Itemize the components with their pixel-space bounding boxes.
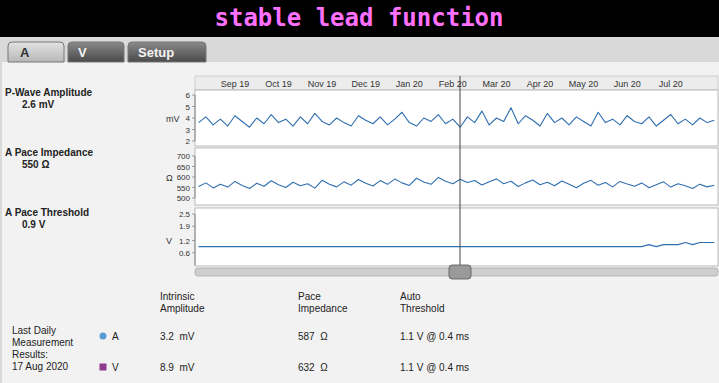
x-tick-label: Apr 20 (527, 79, 554, 89)
y-tick (192, 187, 195, 188)
data-group (199, 108, 715, 128)
table-cell: 8.9 mV (160, 362, 195, 373)
y-tick-label: 550 (177, 184, 191, 193)
chart-title: A Pace Impedance (5, 147, 93, 158)
y-axis (195, 214, 196, 265)
y-tick-label: 600 (177, 173, 191, 182)
y-tick-label: 4 (186, 114, 191, 123)
data-group (199, 177, 715, 188)
y-tick (192, 198, 195, 199)
row-label: Results: (12, 349, 48, 360)
table-cell: 1.1 V @ 0.4 ms (400, 362, 469, 373)
row-name: V (112, 362, 119, 373)
column-header: Pace (298, 291, 321, 302)
table-cell: 1.1 V @ 0.4 ms (400, 331, 469, 342)
y-tick (192, 129, 195, 130)
y-tick-label: 2 (186, 137, 191, 146)
data-group (199, 243, 715, 247)
x-tick-label: Jul 20 (659, 79, 683, 89)
x-tick-label: Nov 19 (308, 79, 337, 89)
chart: P-Wave Amplitude2.6 mV mV Sep 19 Oct 19 Nov … (5, 76, 718, 146)
axis-label: mV (166, 114, 180, 124)
current-value: 2.6 mV (22, 99, 55, 110)
y-tick-label: 650 (177, 163, 191, 172)
screen-bg (0, 37, 719, 383)
row-marker (100, 333, 107, 340)
x-tick-label: Sep 19 (221, 79, 250, 89)
axis-label: Ω (166, 173, 173, 183)
y-tick-label: 700 (177, 152, 191, 161)
page-title: stable lead function (215, 4, 504, 32)
row-marker (100, 364, 107, 371)
slider-thumb[interactable] (449, 265, 471, 279)
row-label: 17 Aug 2020 (12, 361, 69, 372)
tab-label[interactable]: V (78, 45, 87, 60)
column-header: Intrinsic (160, 291, 194, 302)
header-bar (0, 0, 719, 37)
y-tick-label: 0.6 (179, 249, 191, 258)
y-tick (192, 226, 195, 227)
y-tick-label: 500 (177, 194, 191, 203)
trend-line (199, 108, 715, 128)
table-cell: 632 Ω (298, 362, 328, 373)
trend-line (199, 243, 715, 247)
panel (2, 62, 719, 383)
chart: A Pace Threshold0.9 V V 0.6 1.2 1.9 2.5 (5, 207, 718, 266)
y-tick (192, 240, 195, 241)
table-cell: 587 Ω (298, 331, 328, 342)
plot-area (195, 208, 718, 266)
axis-label: V (166, 236, 172, 246)
y-tick (192, 141, 195, 142)
y-tick-label: 1.2 (179, 237, 191, 246)
y-tick (192, 106, 195, 107)
y-tick (192, 166, 195, 167)
x-tick-label: May 20 (569, 79, 599, 89)
y-tick (192, 177, 195, 178)
column-header: Auto (400, 291, 421, 302)
tab[interactable] (68, 42, 124, 62)
x-tick-label: Oct 19 (265, 79, 292, 89)
column-header: Amplitude (160, 303, 205, 314)
y-tick (192, 156, 195, 157)
tab-label[interactable]: Setup (138, 45, 174, 60)
y-tick-label: 1.9 (179, 222, 191, 231)
y-tick (192, 252, 195, 253)
chart: A Pace Impedance550 Ω Ω 500550 600650 700 (5, 147, 718, 205)
y-tick (192, 95, 195, 96)
x-tick-label: Jun 20 (614, 79, 641, 89)
current-value: 0.9 V (22, 219, 46, 230)
x-tick-label: Mar 20 (482, 79, 510, 89)
chart-title: A Pace Threshold (5, 207, 89, 218)
month-strip (195, 76, 718, 90)
x-tick-label: Dec 19 (351, 79, 380, 89)
row-label: Measurement (12, 337, 73, 348)
y-tick (192, 214, 195, 215)
x-tick-label: Feb 20 (439, 79, 467, 89)
screen: stable lead function A V Setup P-Wave Amplit… (0, 0, 719, 383)
cursor-line (460, 76, 461, 266)
plot-area (195, 90, 718, 146)
table-cell: 3.2 mV (160, 331, 195, 342)
current-value: 550 Ω (22, 159, 49, 170)
trend-line (199, 177, 715, 188)
row-label: Last Daily (12, 325, 56, 336)
tab[interactable] (128, 42, 206, 62)
tab[interactable] (8, 42, 64, 62)
y-tick-label: 6 (186, 91, 191, 100)
column-header: Threshold (400, 303, 444, 314)
y-tick-label: 3 (186, 126, 191, 135)
y-tick (192, 118, 195, 119)
row-name: A (112, 331, 119, 342)
tab-label[interactable]: A (20, 45, 30, 60)
y-tick-label: 5 (186, 103, 191, 112)
x-tick-label: Jan 20 (396, 79, 423, 89)
column-header: Impedance (298, 303, 348, 314)
plot-area (195, 148, 718, 205)
chart-title: P-Wave Amplitude (5, 87, 92, 98)
y-tick-label: 2.5 (179, 210, 191, 219)
